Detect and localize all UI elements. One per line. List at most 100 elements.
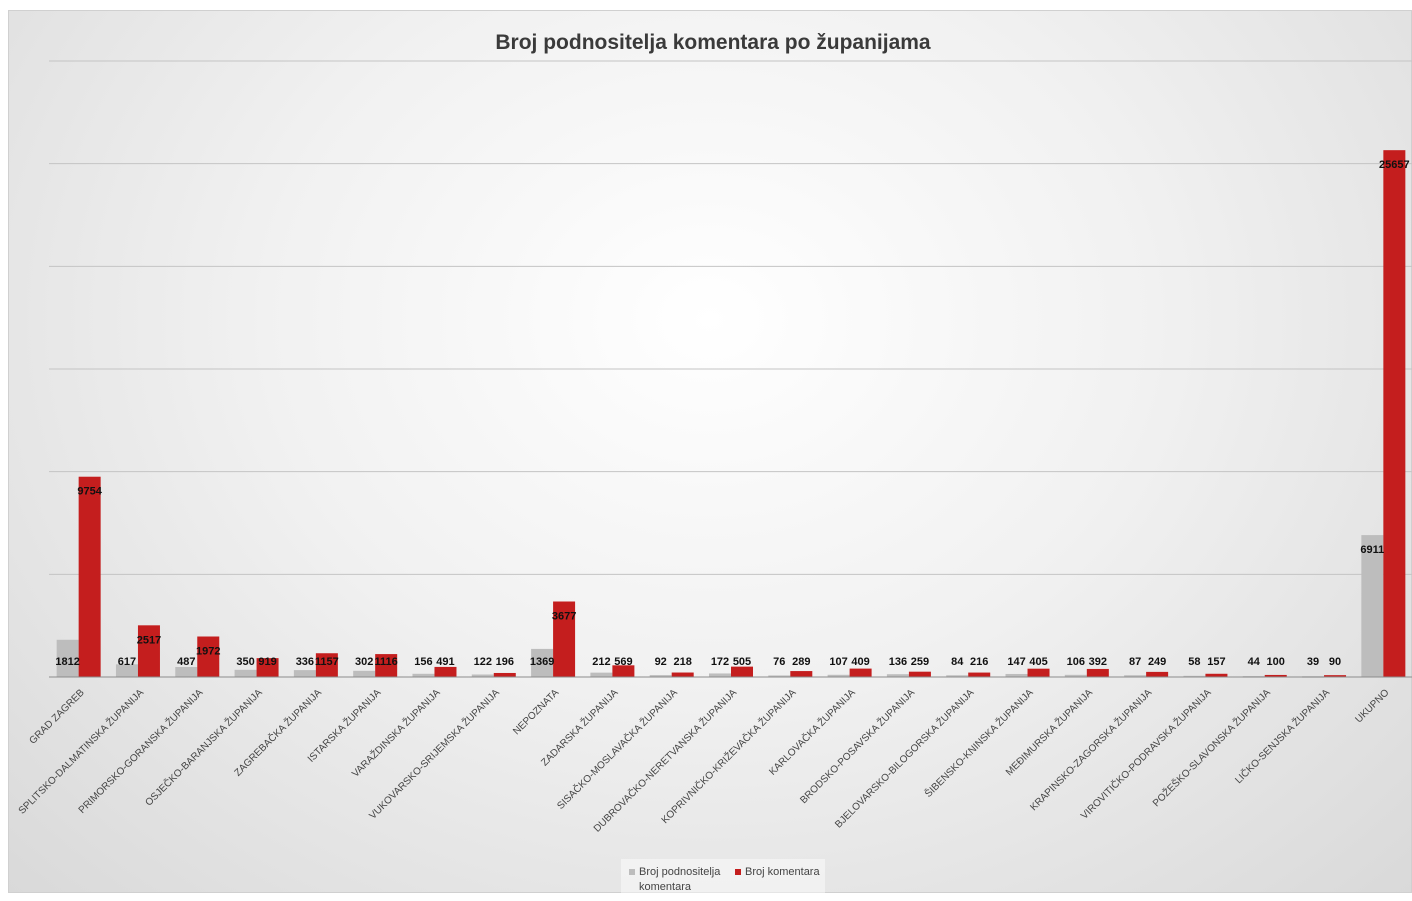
x-tick-label: ŠIBENSKO-KNINSKA ŽUPANIJA xyxy=(922,686,1036,800)
bar-podnositelji xyxy=(1064,674,1087,677)
data-label: 216 xyxy=(970,656,988,668)
bar-komentari xyxy=(731,666,753,677)
data-label: 350 xyxy=(236,656,254,668)
x-tick-label: NEPOZNATA xyxy=(511,687,561,737)
legend-item-series-1: Broj podnositelja komentara xyxy=(629,865,729,895)
bar-komentari xyxy=(1383,150,1406,677)
bar-komentari xyxy=(1086,668,1109,677)
data-label: 90 xyxy=(1329,656,1341,668)
data-label: 392 xyxy=(1089,656,1107,668)
bar-komentari xyxy=(434,666,457,677)
data-label: 6911 xyxy=(1360,544,1384,556)
data-label: 259 xyxy=(911,656,929,668)
bar-komentari xyxy=(908,671,931,677)
data-label: 289 xyxy=(792,656,810,668)
data-label: 336 xyxy=(296,656,314,668)
data-label: 1116 xyxy=(375,656,398,668)
bar-podnositelji xyxy=(946,675,969,677)
x-tick-label: UKUPNO xyxy=(1353,687,1391,725)
bar-komentari xyxy=(671,672,694,677)
data-label: 212 xyxy=(592,656,610,668)
legend-label-series-1: Broj podnositelja komentara xyxy=(639,866,721,893)
data-label: 172 xyxy=(711,656,729,668)
bar-komentari xyxy=(968,672,991,677)
data-label: 100 xyxy=(1267,656,1285,668)
data-label: 58 xyxy=(1188,656,1200,668)
chart-title: Broj podnositelja komentara po županijam… xyxy=(495,31,931,54)
x-tick-label: PRIMORSKO-GORANSKA ŽUPANIJA xyxy=(75,686,205,816)
x-tick-label: VUKOVARSKO-SRIJEMSKA ŽUPANIJA xyxy=(366,686,502,822)
bar-podnositelji xyxy=(1124,675,1147,677)
data-label: 405 xyxy=(1029,656,1047,668)
chart-svg: Broj podnositelja komentara po županijam… xyxy=(15,31,1412,835)
data-label: 196 xyxy=(496,656,514,668)
bar-komentari xyxy=(849,668,872,677)
bar-komentari xyxy=(78,476,101,677)
bar-podnositelji xyxy=(1005,673,1028,677)
data-label: 1812 xyxy=(55,656,79,668)
data-label: 92 xyxy=(655,656,667,668)
legend-label-series-2: Broj komentara xyxy=(745,866,820,878)
bar-podnositelji xyxy=(768,675,791,677)
data-label: 2517 xyxy=(137,634,161,646)
chart-panel: Broj podnositelja komentara po županijam… xyxy=(8,10,1412,901)
bar-podnositelji xyxy=(293,670,316,677)
bar-komentari xyxy=(1146,671,1169,677)
x-tick-label: POŽEŠKO-SLAVONSKA ŽUPANIJA xyxy=(1150,686,1274,810)
data-label: 569 xyxy=(614,656,632,668)
data-label: 919 xyxy=(258,656,276,668)
bar-podnositelji xyxy=(886,674,909,677)
bar-podnositelji xyxy=(709,673,731,677)
x-tick-label: VIROVITIČKO-PODRAVSKA ŽUPANIJA xyxy=(1078,686,1214,822)
gridlines xyxy=(49,60,1412,575)
bar-komentari xyxy=(1324,675,1347,677)
data-label: 1157 xyxy=(315,656,339,668)
x-tick-label: KRAPINSKO-ZAGORSKA ŽUPANIJA xyxy=(1027,686,1155,814)
data-label: 218 xyxy=(674,656,692,668)
data-label: 87 xyxy=(1129,656,1141,668)
data-label: 106 xyxy=(1067,656,1085,668)
data-label: 617 xyxy=(118,656,136,668)
bar-podnositelji xyxy=(827,674,850,677)
bar-podnositelji xyxy=(353,670,376,677)
data-label: 25657 xyxy=(1379,159,1410,171)
bar-podnositelji xyxy=(234,669,257,677)
bars xyxy=(56,150,1406,678)
bar-podnositelji xyxy=(175,667,198,677)
bar-podnositelji xyxy=(412,673,435,677)
data-label: 157 xyxy=(1207,656,1225,668)
data-label: 39 xyxy=(1307,656,1319,668)
bar-podnositelji xyxy=(1361,535,1384,677)
bar-podnositelji xyxy=(531,648,554,677)
x-tick-label: GRAD ZAGREB xyxy=(28,687,87,746)
data-label: 122 xyxy=(474,656,492,668)
x-tick-label: KOPRIVNIČKO-KRIŽEVAČKA ŽUPANIJA xyxy=(658,686,798,826)
data-label: 1369 xyxy=(530,656,554,668)
bar-podnositelji xyxy=(115,664,138,677)
data-label: 505 xyxy=(733,656,751,668)
legend-swatch-series-1 xyxy=(629,869,635,875)
bar-komentari xyxy=(315,653,338,677)
bar-komentari xyxy=(1264,674,1287,677)
data-label: 3677 xyxy=(552,610,576,622)
bar-komentari xyxy=(612,665,635,677)
data-label: 302 xyxy=(355,656,373,668)
x-tick-label: LIČKO-SENJSKA ŽUPANIJA xyxy=(1232,686,1332,786)
data-label: 147 xyxy=(1007,656,1025,668)
bar-komentari xyxy=(790,671,813,677)
bar-komentari xyxy=(375,654,398,677)
bar-komentari xyxy=(493,672,516,677)
data-label: 44 xyxy=(1248,656,1261,668)
data-label: 409 xyxy=(851,656,869,668)
bar-komentari xyxy=(197,636,220,677)
data-label: 156 xyxy=(414,656,432,668)
data-label: 487 xyxy=(177,656,195,668)
bar-komentari xyxy=(553,601,576,677)
legend: Broj podnositelja komentara Broj komenta… xyxy=(621,859,825,901)
bar-komentari xyxy=(137,625,160,677)
x-tick-label: SISAČKO-MOSLAVAČKA ŽUPANIJA xyxy=(554,686,680,812)
data-label: 107 xyxy=(829,656,847,668)
bar-komentari xyxy=(256,658,279,677)
